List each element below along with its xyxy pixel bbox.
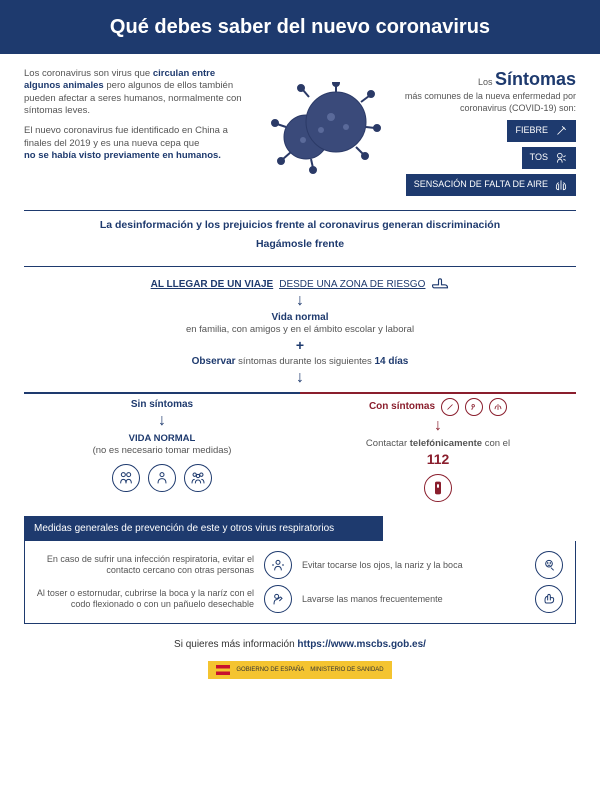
branch-right-b: telefónicamente [410, 438, 482, 449]
symptoms-lead-b: más comunes de la nueva enfermedad por c… [396, 91, 576, 114]
banner-line2: Hagámosle frente [24, 238, 576, 252]
branch-with-symptoms: Con síntomas ↓ Contactar telefónicamente… [300, 392, 576, 503]
page-header: Qué debes saber del nuevo coronavirus [0, 0, 600, 54]
distance-icon [264, 551, 292, 579]
virus-illustration [256, 68, 386, 196]
symptoms-big: Síntomas [495, 69, 576, 89]
symptom-tag-breath: SENSACIÓN DE FALTA DE AIRE [406, 174, 576, 196]
flow-step1-t: en familia, con amigos y en el ámbito es… [24, 324, 576, 336]
arrow-down-icon: ↓ [24, 293, 576, 309]
flow-step2-a: Observar [192, 356, 236, 367]
hand-point-icon [431, 277, 449, 291]
wash-hands-icon [535, 585, 563, 613]
symptom-fever-label: FIEBRE [515, 125, 548, 137]
cover-cough-icon [264, 585, 292, 613]
spain-flag-icon [216, 665, 230, 675]
family-icon [112, 464, 140, 492]
prev-item-4: Lavarse las manos frecuentemente [302, 594, 525, 606]
gov-label-2: Ministerio de Sanidad [310, 667, 383, 675]
arrow-down-icon-3: ↓ [34, 413, 290, 429]
branch-right-a: Contactar [366, 438, 410, 449]
phone-icon [424, 474, 452, 502]
branch-left-label: Sin síntomas [34, 398, 290, 411]
prevention-grid: En caso de sufrir una infección respirat… [24, 541, 576, 624]
lungs-mini-icon [489, 398, 507, 416]
gov-label-1: Gobierno de España [236, 667, 304, 675]
emergency-number: 112 [310, 450, 566, 468]
friends-icon [148, 464, 176, 492]
gov-badge: Gobierno de España Ministerio de Sanidad [208, 661, 391, 679]
work-icon [184, 464, 212, 492]
prevention-header: Medidas generales de prevención de este … [24, 516, 383, 541]
prev-item-3: Al toser o estornudar, cubrirse la boca … [31, 588, 254, 611]
intro-p1a: Los coronavirus son virus que [24, 68, 153, 79]
flow-step2-c: 14 días [374, 356, 408, 367]
flow-start-b: DESDE UNA ZONA DE RIESGO [279, 278, 425, 291]
flow-start: AL LLEGAR DE UN VIAJE DESDE UNA ZONA DE … [151, 277, 450, 291]
more-info-link[interactable]: https://www.mscbs.gob.es/ [297, 639, 426, 650]
symptom-tag-cough: TOS [522, 147, 576, 169]
intro-text: Los coronavirus son virus que circulan e… [24, 68, 246, 196]
flow-step1-b: Vida normal [24, 311, 576, 324]
flow-start-a: AL LLEGAR DE UN VIAJE [151, 278, 274, 291]
flowchart: AL LLEGAR DE UN VIAJE DESDE UNA ZONA DE … [24, 277, 576, 502]
branch-left-result-b: VIDA NORMAL [34, 433, 290, 445]
flow-branches: Sin síntomas ↓ VIDA NORMAL (no es necesa… [24, 392, 576, 503]
phone-icon-row [310, 474, 566, 502]
more-info: Si quieres más información https://www.m… [24, 638, 576, 651]
branch-left-result-t: (no es necesario tomar medidas) [34, 445, 290, 457]
branch-no-symptoms: Sin síntomas ↓ VIDA NORMAL (no es necesa… [24, 392, 300, 503]
symptom-cough-label: TOS [530, 152, 548, 164]
symptoms-lead-a: Los [478, 77, 495, 87]
cough-mini-icon [465, 398, 483, 416]
divider-2 [24, 266, 576, 267]
top-section: Los coronavirus son virus que circulan e… [24, 68, 576, 196]
intro-p2-em: no se había visto previamente en humanos… [24, 150, 221, 161]
symptom-breath-label: SENSACIÓN DE FALTA DE AIRE [414, 179, 548, 191]
arrow-down-red-icon: ↓ [310, 418, 566, 434]
branch-right-c: con el [482, 438, 510, 449]
branch-right-label: Con síntomas [369, 398, 507, 416]
banner-line1: La desinformación y los prejuicios frent… [24, 219, 576, 233]
divider [24, 210, 576, 211]
prev-item-2: Evitar tocarse los ojos, la nariz y la b… [302, 560, 525, 572]
content: Los coronavirus son virus que circulan e… [0, 54, 600, 685]
plus-icon: + [24, 336, 576, 354]
no-touch-face-icon [535, 551, 563, 579]
normal-life-icons [34, 464, 290, 492]
branch-right-label-text: Con síntomas [369, 400, 435, 413]
symptom-tag-fever: FIEBRE [507, 120, 576, 142]
flow-step2-b: síntomas durante los siguientes [236, 356, 375, 367]
symptoms-panel: Los Síntomas más comunes de la nueva enf… [396, 68, 576, 196]
intro-p2a: El nuevo coronavirus fue identificado en… [24, 125, 228, 148]
fever-mini-icon [441, 398, 459, 416]
more-info-text: Si quieres más información [174, 639, 297, 650]
prev-item-1: En caso de sufrir una infección respirat… [31, 554, 254, 577]
arrow-down-icon-2: ↓ [24, 370, 576, 386]
disinfo-banner: La desinformación y los prejuicios frent… [24, 219, 576, 252]
gov-footer: Gobierno de España Ministerio de Sanidad [24, 661, 576, 679]
